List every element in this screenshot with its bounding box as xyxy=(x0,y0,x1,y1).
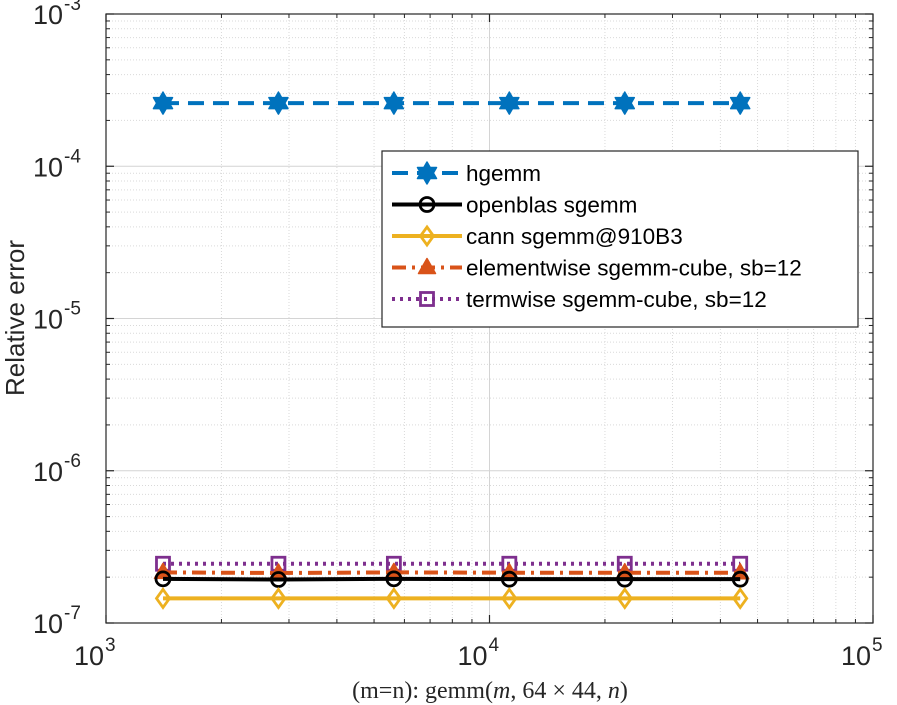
x-tick-label: 10 5 xyxy=(841,635,883,671)
data-point xyxy=(385,570,403,588)
data-point xyxy=(385,587,403,610)
legend-marker xyxy=(418,196,436,213)
y-tick-label: 10 -3 xyxy=(33,0,81,30)
data-point xyxy=(616,587,633,610)
marker-part xyxy=(499,96,520,115)
data-point xyxy=(270,571,287,588)
data-point xyxy=(500,570,518,588)
legend-marker xyxy=(419,291,435,307)
legend-label: openblas sgemm xyxy=(466,193,637,218)
x-tick-label-exponent: 4 xyxy=(489,635,500,656)
marker-part xyxy=(383,96,405,115)
marker-part xyxy=(152,96,174,115)
x-tick-label-base: 10 xyxy=(457,641,487,671)
x-axis-label-n: n xyxy=(608,678,620,704)
data-point xyxy=(154,587,172,610)
y-tick-label-exponent: -6 xyxy=(64,451,81,472)
legend-marker xyxy=(417,257,437,275)
y-tick-label: 10 -5 xyxy=(33,299,81,335)
y-tick-label-base: 10 xyxy=(33,0,63,30)
legend-entry: cann sgemm@910B3 xyxy=(392,224,683,249)
y-tick-label-base: 10 xyxy=(33,152,63,182)
data-point xyxy=(731,570,749,588)
series-openblas-sgemm xyxy=(154,570,749,588)
legend-label: cann sgemm@910B3 xyxy=(466,224,683,249)
series-line xyxy=(162,570,741,575)
x-axis-label-suffix: ) xyxy=(620,678,628,704)
y-tick-label-exponent: -5 xyxy=(64,299,81,320)
x-tick-label: 10 3 xyxy=(74,635,116,671)
legend-label: termwise sgemm-cube, sb=12 xyxy=(466,287,767,312)
axes: 10 3 10 4 10 510 -710 -610 -510 -410 -3 xyxy=(33,0,883,671)
data-point xyxy=(383,91,405,115)
series-cann-sgemm-910b3 xyxy=(154,587,749,610)
x-axis-label-m: m xyxy=(493,678,510,704)
y-tick-label-exponent: -3 xyxy=(64,0,81,15)
y-tick-label-exponent: -4 xyxy=(64,146,81,167)
x-tick-label-exponent: 3 xyxy=(105,635,116,656)
marker-part xyxy=(268,96,289,115)
marker-part xyxy=(729,96,751,115)
y-axis-label: Relative error xyxy=(0,240,30,396)
legend-label: hgemm xyxy=(466,161,541,186)
legend-entry: termwise sgemm-cube, sb=12 xyxy=(392,287,767,312)
y-tick-label: 10 -7 xyxy=(33,603,81,639)
data-point xyxy=(268,91,289,115)
legend-entry: elementwise sgemm-cube, sb=12 xyxy=(392,256,802,281)
y-tick-label-base: 10 xyxy=(33,305,63,335)
series-line xyxy=(162,576,741,582)
x-axis-label-mid: , 64 × 44, xyxy=(510,678,608,704)
legend-entry: openblas sgemm xyxy=(392,193,637,218)
x-tick-label-base: 10 xyxy=(841,641,871,671)
x-axis-label: (m=n): gemm(m, 64 × 44, n) xyxy=(352,678,628,704)
y-tick-label-base: 10 xyxy=(33,609,63,639)
data-point xyxy=(154,570,172,588)
legend-label: elementwise sgemm-cube, sb=12 xyxy=(466,256,802,281)
legend: hgemm openblas sgemm cann sgemm@910B3 eleme… xyxy=(381,150,859,328)
data-point xyxy=(499,91,520,115)
x-tick-label: 10 4 xyxy=(457,635,499,671)
data-point xyxy=(270,587,287,610)
data-point xyxy=(616,570,634,588)
legend-box xyxy=(381,150,859,328)
y-tick-label-exponent: -7 xyxy=(64,603,81,624)
legend-marker xyxy=(416,161,438,185)
data-point xyxy=(152,91,174,115)
series-hgemm xyxy=(152,91,751,115)
x-axis-label-prefix: (m=n): gemm( xyxy=(352,678,493,704)
x-tick-label-base: 10 xyxy=(74,641,104,671)
data-point xyxy=(614,91,636,115)
x-tick-label-exponent: 5 xyxy=(872,635,883,656)
legend-entry: hgemm xyxy=(392,161,541,186)
marker-part xyxy=(614,96,636,115)
legend-marker xyxy=(418,224,436,248)
data-point xyxy=(731,587,749,610)
y-tick-label-base: 10 xyxy=(33,457,63,487)
data-point xyxy=(729,91,751,115)
y-tick-label: 10 -4 xyxy=(33,146,81,182)
y-tick-label: 10 -6 xyxy=(33,451,81,487)
marker-part xyxy=(416,166,438,185)
plot-series xyxy=(152,91,751,610)
data-point xyxy=(501,587,518,610)
